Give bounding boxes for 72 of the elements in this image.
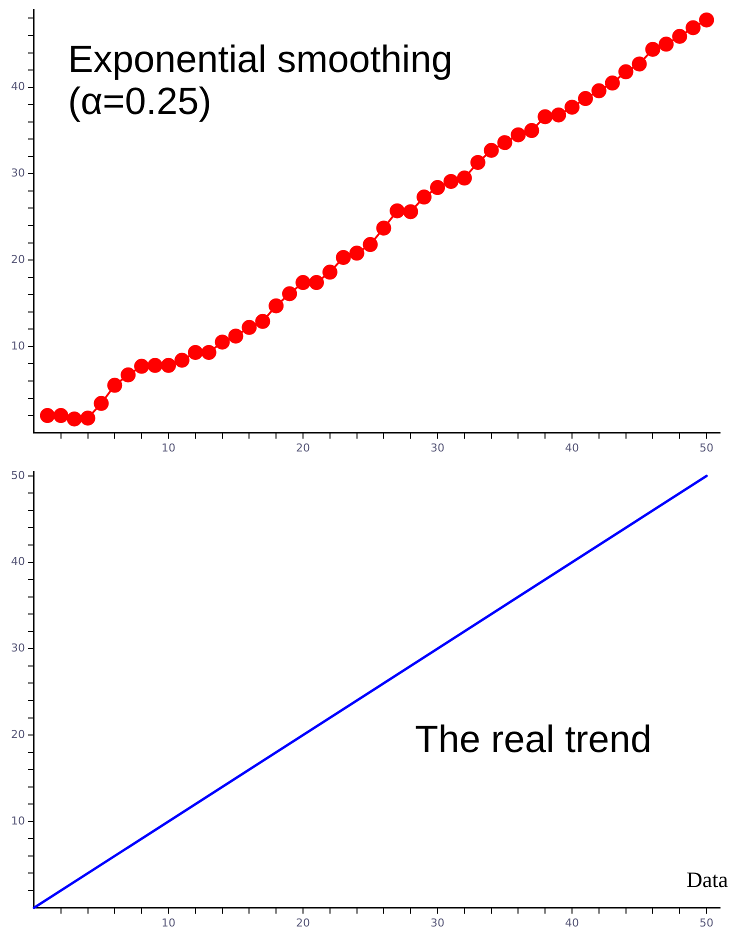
- point: [484, 142, 499, 158]
- x-tick-label: 40: [565, 441, 580, 454]
- point: [322, 264, 338, 280]
- point: [308, 275, 324, 290]
- point: [538, 109, 553, 124]
- point: [578, 91, 593, 106]
- point: [40, 408, 55, 424]
- point: [296, 275, 311, 290]
- point: [214, 334, 230, 350]
- point: [416, 190, 432, 205]
- x-axis-title: Data: [686, 867, 728, 893]
- point: [53, 408, 68, 424]
- point: [268, 298, 284, 314]
- x-tick-label: 30: [430, 441, 445, 454]
- point: [632, 56, 647, 72]
- y-tick-label: 30: [10, 166, 25, 180]
- point: [120, 367, 136, 382]
- point: [80, 410, 96, 426]
- point: [255, 314, 270, 329]
- point: [699, 12, 714, 28]
- x-tick-label: 10: [162, 441, 176, 454]
- y-tick-label: 50: [10, 468, 25, 482]
- annotation: Exponential smoothing (α=0.25): [68, 39, 454, 124]
- point: [336, 250, 351, 265]
- point: [66, 411, 82, 426]
- y-tick-label: 40: [10, 80, 25, 94]
- point: [686, 20, 701, 36]
- x-tick-label: 40: [565, 916, 580, 930]
- point: [228, 328, 244, 344]
- point: [456, 170, 472, 186]
- point: [645, 42, 660, 57]
- x-tick-label: 30: [430, 916, 445, 930]
- y-tick-label: 20: [10, 728, 25, 741]
- y-tick-label: 30: [10, 642, 25, 655]
- point: [376, 220, 392, 236]
- point: [349, 246, 364, 261]
- point: [148, 358, 163, 373]
- y-tick-label: 10: [10, 814, 25, 828]
- x-tick-label: 50: [700, 441, 714, 454]
- point: [551, 107, 566, 122]
- point: [443, 174, 458, 189]
- point: [658, 36, 674, 52]
- point: [591, 83, 606, 98]
- point: [134, 358, 150, 374]
- point: [282, 286, 298, 302]
- x-tick-label: 20: [296, 916, 310, 930]
- point: [94, 396, 109, 411]
- x-tick-label: 10: [162, 916, 176, 930]
- annotation: The real trend: [415, 719, 653, 762]
- y-tick-label: 20: [10, 252, 25, 266]
- y-tick-label: 40: [10, 555, 25, 568]
- y-tick-label: 10: [10, 339, 25, 352]
- point: [390, 203, 405, 218]
- point: [510, 127, 526, 142]
- point: [242, 320, 257, 335]
- point: [362, 237, 378, 252]
- point: [564, 100, 580, 115]
- point: [497, 135, 512, 150]
- point: [470, 154, 486, 170]
- point: [604, 76, 620, 91]
- point: [672, 28, 688, 44]
- point: [524, 123, 540, 138]
- point: [107, 378, 122, 393]
- point: [161, 358, 176, 373]
- x-tick-label: 20: [296, 441, 310, 454]
- point: [174, 352, 190, 368]
- point: [403, 204, 418, 220]
- point: [618, 64, 634, 80]
- point: [430, 180, 446, 196]
- point: [201, 344, 216, 360]
- x-tick-label: 50: [700, 916, 714, 930]
- point: [188, 344, 203, 360]
